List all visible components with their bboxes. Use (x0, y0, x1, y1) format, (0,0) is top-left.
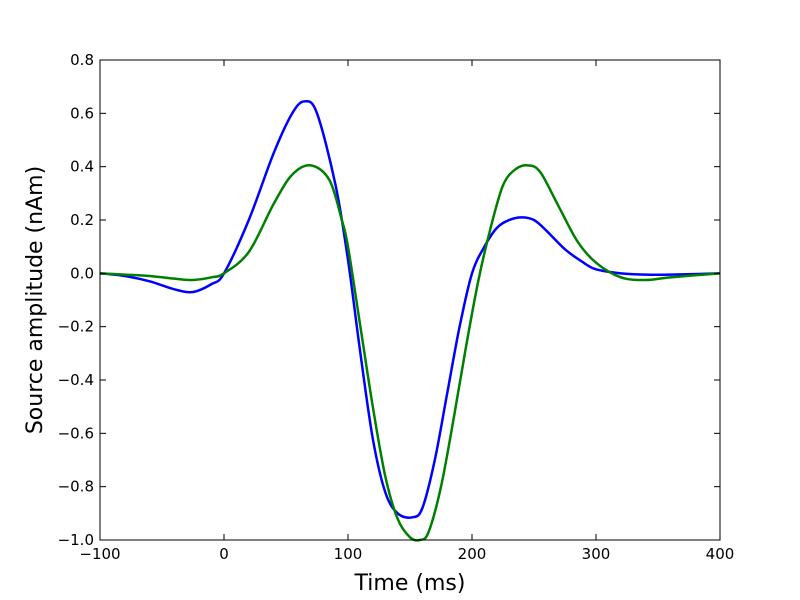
x-tick-label: 0 (219, 545, 229, 563)
x-tick-label: 300 (582, 545, 611, 563)
x-tick-label: 400 (706, 545, 735, 563)
y-tick-label: 0.2 (70, 211, 94, 229)
y-tick-label: 0.0 (70, 264, 94, 282)
y-tick-label: −0.8 (58, 478, 94, 496)
x-tick-label: 200 (458, 545, 487, 563)
plot-frame (99, 59, 721, 541)
y-tick-label: −0.4 (58, 371, 94, 389)
y-tick-label: 0.6 (70, 104, 94, 122)
x-tick-label: −100 (79, 545, 120, 563)
plot-background (100, 60, 720, 540)
y-tick-label: 0.8 (70, 51, 94, 69)
y-tick-label: −0.6 (58, 424, 94, 442)
y-axis-title: Source amplitude (nAm) (23, 166, 48, 434)
x-axis-title: Time (ms) (354, 571, 466, 596)
y-tick-label: −1.0 (58, 531, 94, 549)
series-layer (99, 99, 721, 542)
y-tick-label: −0.2 (58, 318, 94, 336)
series-line-2 (99, 163, 721, 542)
y-tick-label: 0.4 (70, 158, 94, 176)
tick-layer: −100 0 100 200 300 400 −1.0 −0.8 −0.6 −0.4 −0.2 0.0… (58, 51, 735, 563)
x-tick-label: 100 (334, 545, 363, 563)
